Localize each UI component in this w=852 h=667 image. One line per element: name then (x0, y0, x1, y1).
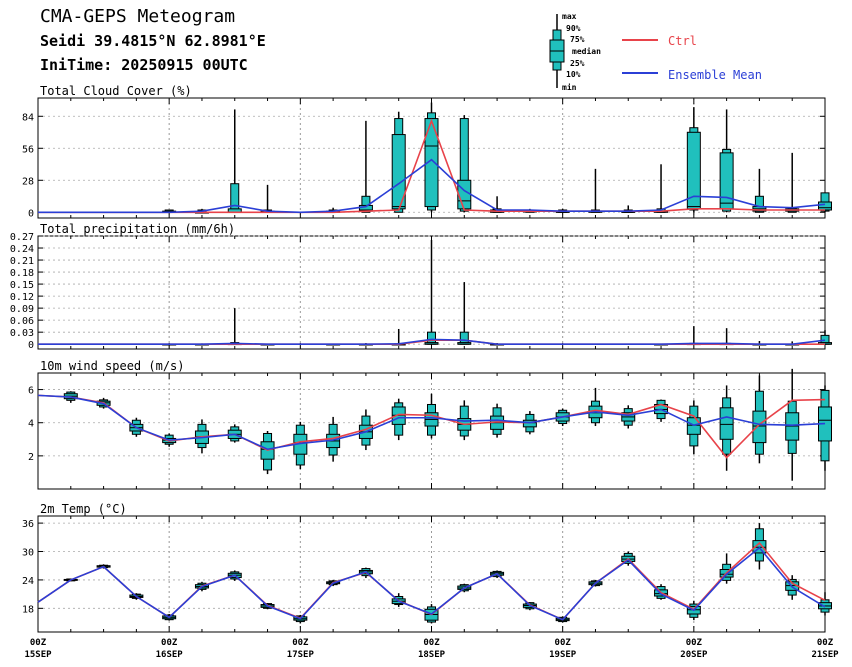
box-inner (719, 407, 734, 440)
legend-box-label: 90% (566, 24, 581, 33)
y-tick-label: 18 (22, 604, 34, 615)
y-tick-label: 0 (28, 340, 34, 351)
y-tick-label: 0.09 (10, 304, 34, 315)
y-tick-label: 0.15 (10, 280, 34, 291)
legend-box-label: max (562, 12, 577, 21)
init-time-label: IniTime: 20250915 00UTC (40, 56, 248, 74)
box-21 (719, 328, 734, 346)
location-label: Seidi 39.4815°N 62.8981°E (40, 32, 266, 50)
y-tick-label: 2 (28, 452, 34, 463)
box-8 (293, 421, 308, 470)
box-12 (424, 240, 439, 345)
box-21 (719, 385, 734, 471)
legend-mean-label: Ensemble Mean (668, 68, 762, 82)
panel-title: 10m wind speed (m/s) (40, 359, 185, 373)
box-outer (754, 195, 764, 213)
box-inner (818, 201, 832, 211)
box-inner (522, 419, 537, 428)
box-11 (391, 111, 406, 213)
x-tick-hour: 00Z (817, 638, 834, 648)
box-7 (260, 431, 275, 475)
y-tick-label: 84 (22, 112, 34, 123)
y-tick-label: 36 (22, 519, 34, 530)
box-inner (686, 417, 701, 435)
legend-box-label: 75% (570, 35, 585, 44)
box-13 (457, 282, 472, 345)
x-tick-date: 16SEP (156, 650, 184, 660)
box-17 (588, 387, 603, 427)
y-tick-label: 24 (22, 576, 34, 587)
chart-title: CMA-GEPS Meteogram (40, 6, 236, 27)
legend-box-label: 10% (566, 70, 581, 79)
box-7 (260, 184, 275, 213)
y-tick-label: 28 (22, 176, 34, 187)
y-tick-label: 0.21 (10, 256, 34, 267)
box-18 (621, 405, 636, 429)
box-6 (227, 308, 242, 346)
series-mean-line (38, 338, 826, 345)
panel-wind: 10m wind speed (m/s) 2 4 6 (28, 359, 832, 490)
box-inner (719, 152, 734, 210)
x-tick-date: 19SEP (549, 650, 577, 660)
panel-title: Total precipitation (mm/6h) (40, 222, 235, 236)
panel-title: Total Cloud Cover (%) (40, 84, 192, 98)
x-tick-hour: 00Z (555, 638, 572, 648)
box-20 (686, 326, 701, 346)
x-tick-hour: 00Z (161, 638, 178, 648)
y-tick-label: 30 (22, 548, 34, 559)
y-tick-label: 0.27 (10, 232, 34, 243)
box-inner (752, 410, 767, 444)
series-mean-line (38, 158, 826, 214)
y-tick-label: 0.12 (10, 292, 34, 303)
y-tick-label: 0.24 (10, 244, 34, 255)
series-mean-line (37, 546, 826, 621)
x-tick-hour: 00Z (686, 638, 703, 648)
panel-title: 2m Temp (°C) (40, 502, 127, 516)
box-11 (391, 398, 406, 441)
y-tick-label: 6 (28, 386, 34, 397)
box-10 (358, 120, 373, 213)
panel-precip: Total precipitation (mm/6h) 00.030.060.09… (10, 222, 832, 351)
legend-ctrl-label: Ctrl (668, 34, 697, 48)
y-tick-label: 56 (22, 144, 34, 155)
box-22 (752, 375, 767, 464)
box-24 (818, 385, 832, 471)
box-17 (588, 168, 603, 213)
box-20 (686, 400, 701, 455)
y-tick-label: 4 (28, 419, 34, 430)
box-6 (227, 109, 242, 213)
box-21 (719, 109, 734, 213)
legend-box-label: min (562, 82, 577, 92)
box-23 (785, 152, 800, 213)
box-outer (230, 183, 240, 213)
x-tick-hour: 00Z (292, 638, 309, 648)
x-tick-date: 18SEP (418, 650, 446, 660)
x-tick-hour: 00Z (423, 638, 440, 648)
x-tick-hour: 00Z (30, 638, 47, 648)
box-inner (457, 179, 472, 210)
series-ctrl-line (37, 394, 826, 459)
x-tick-date: 21SEP (811, 650, 839, 660)
box-24 (818, 192, 832, 213)
panel-cloud: Total Cloud Cover (%) 0 28 56 84 (22, 84, 832, 219)
y-tick-label: 0.18 (10, 268, 34, 279)
y-tick-label: 0.03 (10, 328, 34, 339)
x-tick-date: 15SEP (24, 650, 52, 660)
panel-temp: 2m Temp (°C) 18 24 30 36 (22, 502, 832, 633)
series-mean-line (37, 394, 826, 451)
box-23 (785, 368, 800, 481)
box-19 (654, 164, 669, 213)
y-tick-label: 0 (28, 208, 34, 219)
x-tick-date: 17SEP (287, 650, 315, 660)
x-tick-date: 20SEP (680, 650, 708, 660)
box-6 (227, 424, 242, 443)
box-outer (459, 118, 469, 212)
legend-box-label: median (572, 46, 601, 56)
y-tick-label: 0.06 (10, 316, 34, 327)
legend-box-label: 25% (570, 59, 585, 68)
